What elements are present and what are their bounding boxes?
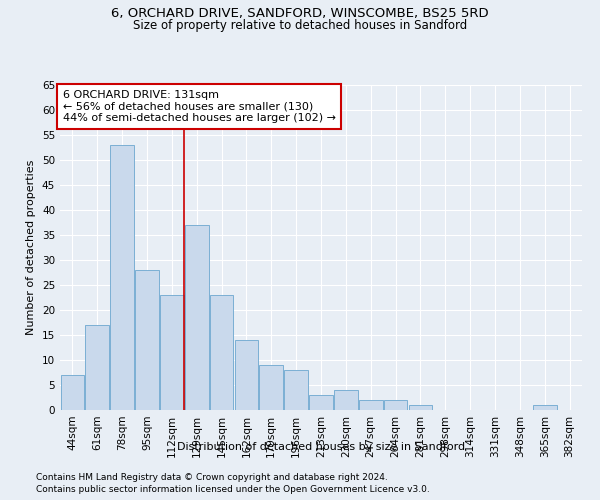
Bar bbox=[284, 370, 308, 410]
Text: Contains HM Land Registry data © Crown copyright and database right 2024.: Contains HM Land Registry data © Crown c… bbox=[36, 472, 388, 482]
Bar bbox=[185, 225, 209, 410]
Bar bbox=[135, 270, 159, 410]
Bar bbox=[259, 365, 283, 410]
Text: 6 ORCHARD DRIVE: 131sqm
← 56% of detached houses are smaller (130)
44% of semi-d: 6 ORCHARD DRIVE: 131sqm ← 56% of detache… bbox=[62, 90, 335, 123]
Bar bbox=[334, 390, 358, 410]
Bar bbox=[110, 145, 134, 410]
Text: Size of property relative to detached houses in Sandford: Size of property relative to detached ho… bbox=[133, 19, 467, 32]
Bar bbox=[533, 405, 557, 410]
Text: Contains public sector information licensed under the Open Government Licence v3: Contains public sector information licen… bbox=[36, 485, 430, 494]
Bar bbox=[309, 395, 333, 410]
Bar bbox=[85, 325, 109, 410]
Bar bbox=[409, 405, 432, 410]
Bar bbox=[160, 295, 184, 410]
Text: 6, ORCHARD DRIVE, SANDFORD, WINSCOMBE, BS25 5RD: 6, ORCHARD DRIVE, SANDFORD, WINSCOMBE, B… bbox=[111, 8, 489, 20]
Bar bbox=[61, 375, 84, 410]
Bar bbox=[384, 400, 407, 410]
Text: Distribution of detached houses by size in Sandford: Distribution of detached houses by size … bbox=[177, 442, 465, 452]
Y-axis label: Number of detached properties: Number of detached properties bbox=[26, 160, 37, 335]
Bar bbox=[210, 295, 233, 410]
Bar bbox=[359, 400, 383, 410]
Bar bbox=[235, 340, 258, 410]
